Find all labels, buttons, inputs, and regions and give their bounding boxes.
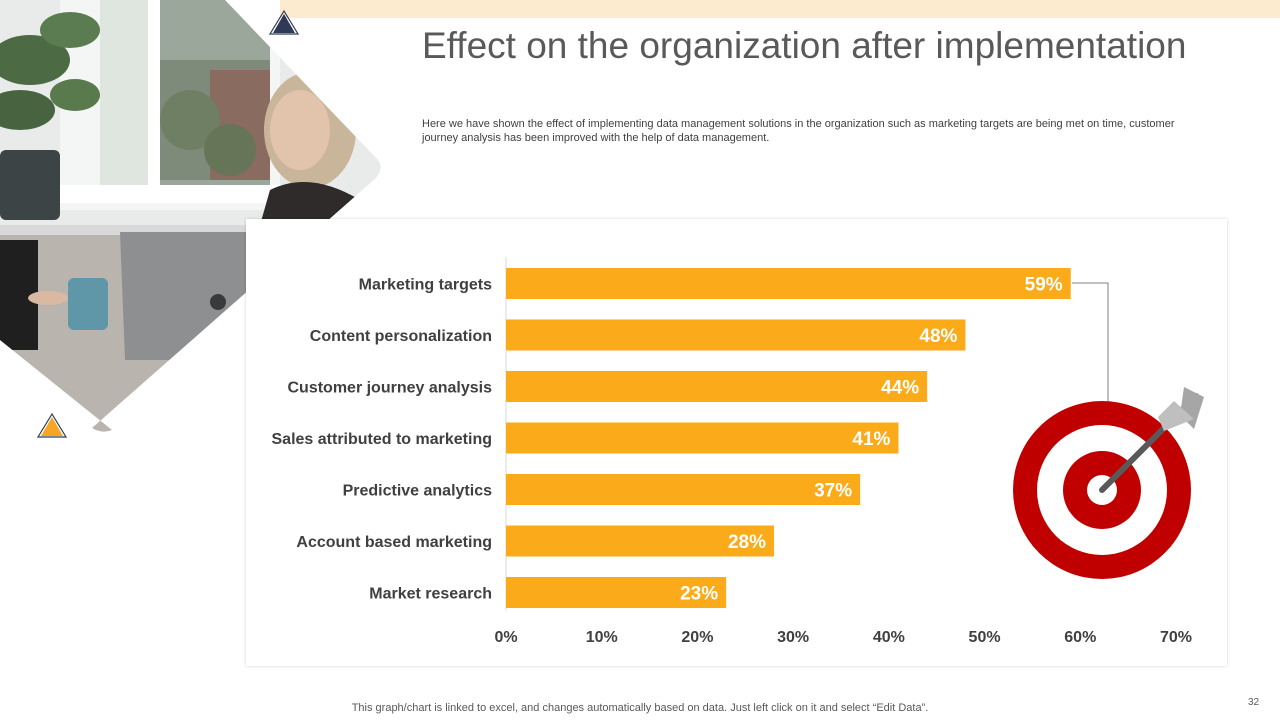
category-label: Customer journey analysis (287, 380, 492, 397)
bar-value-label: 59% (1025, 275, 1063, 296)
category-label: Marketing targets (359, 277, 492, 294)
category-label: Sales attributed to marketing (272, 431, 493, 448)
bar-value-label: 37% (814, 481, 852, 502)
bar-sales-attributed-to-marketing[interactable] (506, 422, 899, 454)
orange-triangle-decoration (36, 412, 68, 440)
bar-value-label: 28% (728, 532, 766, 553)
page-number: 32 (1248, 697, 1260, 708)
bar-chart[interactable]: 59% 48% 44% 41% 37% 28% 23% Marketing targets C… (246, 219, 1227, 666)
x-tick-label: 40% (873, 629, 905, 646)
bar-content-personalization[interactable] (506, 319, 966, 351)
x-tick-label: 70% (1160, 629, 1192, 646)
bar-value-label: 23% (680, 584, 718, 605)
connector-line (1072, 282, 1109, 409)
top-accent-band (280, 0, 1280, 18)
page-title: Effect on the organization after impleme… (422, 25, 1187, 66)
bar-market-research[interactable] (506, 577, 727, 608)
page-subtitle: Here we have shown the effect of impleme… (422, 118, 1175, 144)
category-label: Content personalization (310, 328, 492, 345)
bar-customer-journey-analysis[interactable] (506, 371, 928, 402)
x-tick-label: 0% (494, 629, 517, 646)
x-tick-label: 60% (1064, 629, 1096, 646)
x-tick-label: 20% (681, 629, 713, 646)
bar-marketing-targets[interactable] (506, 268, 1071, 299)
navy-triangle-decoration (268, 9, 300, 37)
bar-predictive-analytics[interactable] (506, 474, 861, 505)
x-tick-label: 50% (969, 629, 1001, 646)
chart-card[interactable]: 59% 48% 44% 41% 37% 28% 23% Marketing targets C… (246, 219, 1227, 666)
category-label: Predictive analytics (343, 483, 493, 500)
footer-note: This graph/chart is linked to excel, and… (351, 702, 929, 714)
x-tick-label: 30% (777, 629, 809, 646)
bar-value-label: 41% (852, 429, 890, 450)
target-icon (1013, 387, 1204, 579)
bar-account-based-marketing[interactable] (506, 525, 774, 557)
x-tick-label: 10% (586, 629, 618, 646)
bar-value-label: 48% (919, 326, 957, 347)
category-label: Market research (369, 586, 492, 603)
category-label: Account based marketing (296, 534, 492, 551)
bar-value-label: 44% (881, 378, 919, 399)
